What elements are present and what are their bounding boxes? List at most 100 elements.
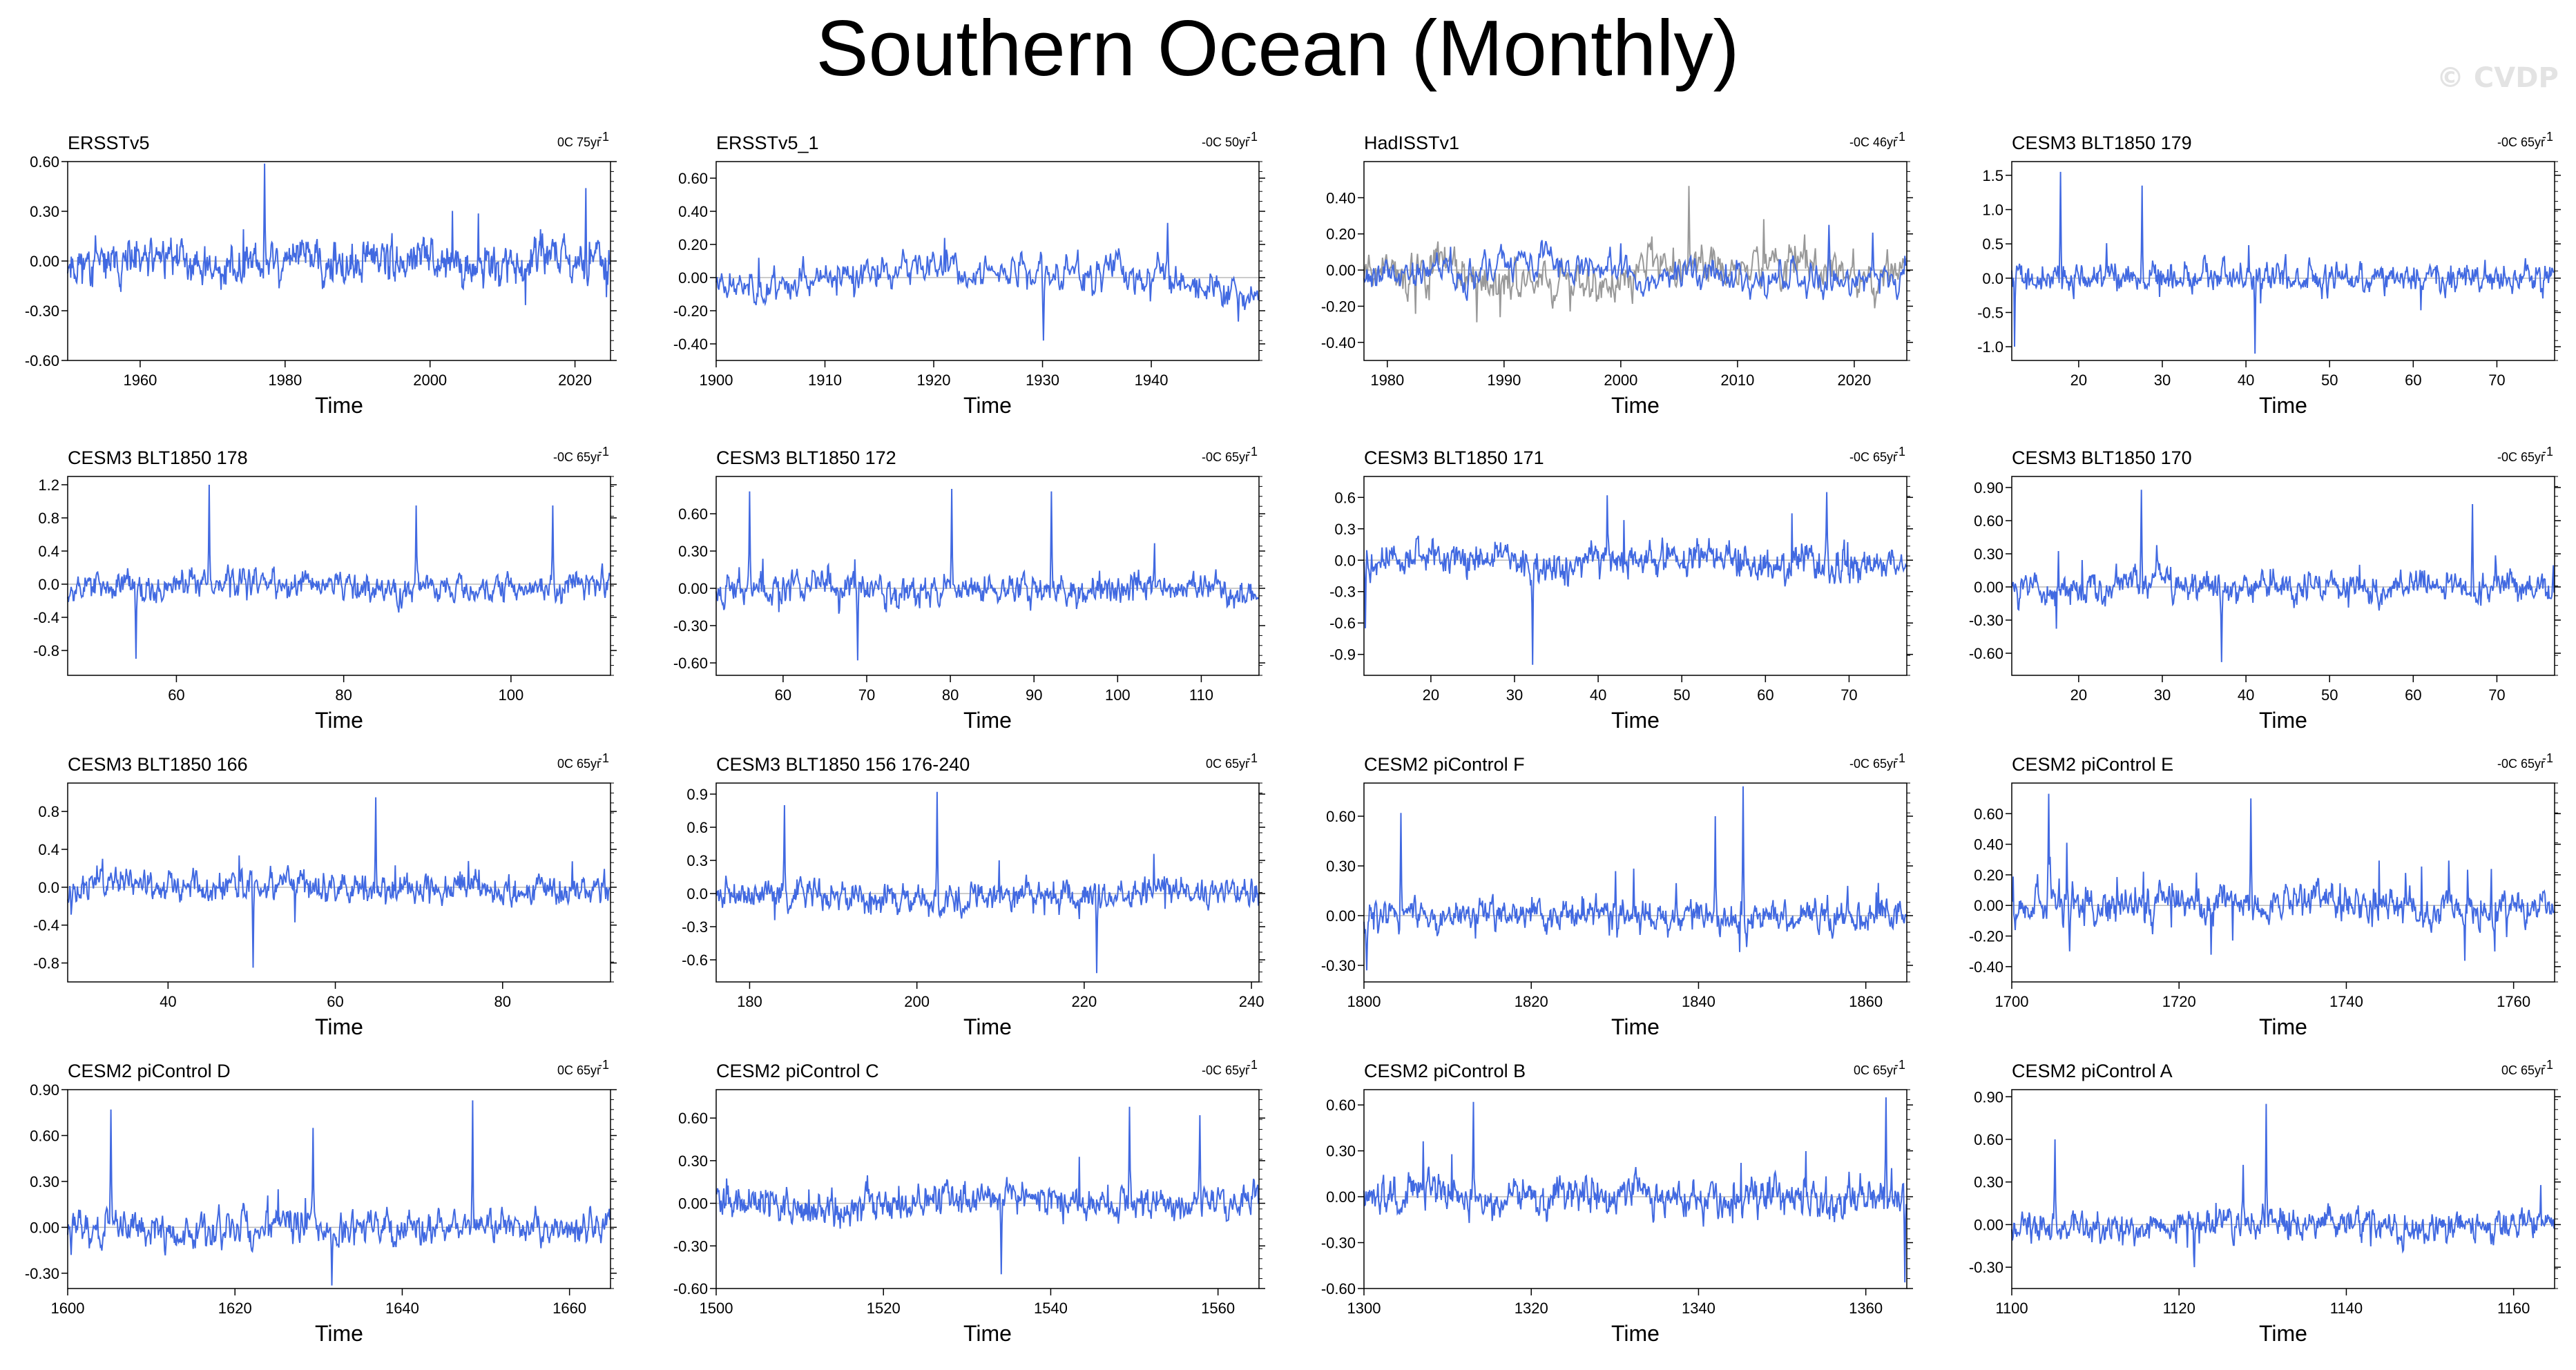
y-tick-label: 0.0 [38, 576, 59, 593]
x-axis-label: Time [1611, 393, 1660, 418]
x-axis-label: Time [2259, 1014, 2307, 1039]
x-tick-label: 1600 [51, 1300, 85, 1317]
trend-label: 0C 65yr [557, 1063, 601, 1077]
x-axis-label: Time [2259, 393, 2307, 418]
x-tick-label: 1320 [1515, 1300, 1548, 1317]
trend-label: -0C 65yr [2497, 135, 2545, 149]
y-tick-label: 1.5 [1982, 167, 2003, 184]
plot-frame [2011, 161, 2555, 361]
panel-title: CESM3 BLT1850 166 [68, 754, 248, 775]
x-tick-label: 90 [1026, 686, 1042, 704]
panel-6: CESM3 BLT1850 172 -0C 65yr-1 0.60 0.30 0.00 -… [673, 445, 1265, 733]
trend-exponent: -1 [1894, 130, 1905, 144]
x-tick-label: 1540 [1034, 1300, 1068, 1317]
x-tick-label: 1960 [123, 372, 157, 389]
trend-label: -0C 65yr [2497, 757, 2545, 771]
x-tick-label: 2000 [413, 372, 447, 389]
y-tick-label: -0.40 [673, 336, 708, 353]
x-tick-label: 200 [904, 993, 930, 1010]
plot-frame [715, 161, 1260, 361]
trend-exponent: -1 [1894, 1058, 1905, 1072]
series-line [1363, 786, 1907, 971]
y-tick-label: 0.30 [1326, 858, 1356, 875]
panel-title: CESM3 BLT1850 172 [716, 447, 896, 468]
trend-exponent: -1 [2542, 130, 2553, 144]
y-tick-label: -0.30 [1321, 957, 1356, 974]
y-tick-label: -0.8 [33, 642, 59, 659]
x-tick-label: 1740 [2329, 993, 2363, 1010]
secondary-series-line [1363, 186, 1907, 322]
x-tick-label: 1940 [1135, 372, 1169, 389]
panel-13: CESM2 piControl D 0C 65yr-1 0.90 0.60 0.30 0.… [25, 1058, 617, 1346]
x-tick-label: 1980 [1370, 372, 1404, 389]
series-line [67, 797, 611, 968]
panel-title: CESM2 piControl F [1364, 754, 1525, 775]
series-line [715, 1106, 1260, 1275]
y-tick-label: -0.30 [1321, 1235, 1356, 1252]
y-tick-label: -0.40 [1969, 958, 2003, 976]
panel-3: HadISSTv1 -0C 46yr-1 0.40 0.20 0.00 -0.20 -0.4… [1321, 130, 1913, 418]
trend-label: -0C 65yr [1202, 1063, 1249, 1077]
plot-frame [2011, 1089, 2555, 1289]
x-tick-label: 40 [2238, 686, 2254, 704]
x-tick-label: 1990 [1487, 372, 1521, 389]
y-tick-label: 0.00 [1974, 897, 2003, 914]
y-tick-label: -0.30 [673, 1237, 708, 1255]
y-tick-label: 0.00 [30, 1219, 59, 1236]
y-tick-label: -0.40 [1321, 334, 1356, 351]
trend-label: 0C 65yr [1854, 1063, 1897, 1077]
x-tick-label: 20 [1423, 686, 1439, 704]
x-tick-label: 1860 [1849, 993, 1883, 1010]
x-tick-label: 70 [1840, 686, 1857, 704]
y-tick-label: 0.6 [1334, 489, 1356, 506]
x-tick-label: 80 [942, 686, 959, 704]
y-tick-label: -0.4 [33, 609, 59, 626]
x-tick-label: 20 [2070, 372, 2087, 389]
y-tick-label: 0.8 [38, 510, 59, 527]
x-tick-label: 1820 [1515, 993, 1548, 1010]
x-tick-label: 70 [2488, 686, 2505, 704]
y-tick-label: 0.30 [30, 1173, 59, 1190]
x-axis-label: Time [2259, 708, 2307, 733]
y-tick-label: -0.20 [1969, 928, 2003, 945]
x-tick-label: 80 [494, 993, 511, 1010]
y-tick-label: 0.30 [678, 543, 708, 560]
x-tick-label: 30 [2154, 372, 2171, 389]
x-tick-label: 40 [2238, 372, 2254, 389]
y-tick-label: -0.3 [1329, 583, 1356, 601]
panel-14: CESM2 piControl C -0C 65yr-1 0.60 0.30 0.00 -… [673, 1058, 1265, 1346]
y-tick-label: -0.6 [1329, 615, 1356, 632]
plot-frame [2011, 782, 2555, 983]
x-axis-label: Time [315, 1321, 363, 1346]
y-tick-label: -0.5 [1977, 304, 2003, 321]
y-tick-label: 1.2 [38, 476, 59, 494]
plot-frame [67, 1089, 611, 1289]
x-tick-label: 1120 [2163, 1300, 2195, 1317]
panel-10: CESM3 BLT1850 156 176-240 0C 65yr-1 0.9 0.6… [682, 751, 1265, 1039]
x-tick-label: 1160 [2497, 1300, 2530, 1317]
panel-title: CESM2 piControl E [2012, 754, 2173, 775]
x-tick-label: 2020 [558, 372, 592, 389]
x-tick-label: 2000 [1604, 372, 1637, 389]
x-axis-label: Time [963, 393, 1012, 418]
x-tick-label: 1340 [1682, 1300, 1715, 1317]
y-tick-label: -0.6 [682, 952, 708, 969]
y-tick-label: 0.4 [38, 841, 59, 858]
y-tick-label: 0.0 [686, 885, 708, 903]
panel-title: HadISSTv1 [1364, 133, 1459, 153]
trend-exponent: -1 [598, 751, 609, 765]
trend-exponent: -1 [598, 1058, 609, 1072]
x-tick-label: 50 [2321, 372, 2338, 389]
x-axis-label: Time [963, 708, 1012, 733]
y-tick-label: 0.30 [1326, 1143, 1356, 1160]
series-line [715, 488, 1260, 661]
y-tick-label: -0.4 [33, 917, 59, 934]
trend-label: 0C 75yr [557, 135, 601, 149]
x-tick-label: 60 [327, 993, 343, 1010]
x-axis-label: Time [315, 393, 363, 418]
y-tick-label: 0.90 [1974, 1088, 2003, 1106]
panel-9: CESM3 BLT1850 166 0C 65yr-1 0.8 0.4 0.0 -0.4 -… [33, 751, 617, 1039]
x-tick-label: 40 [1590, 686, 1606, 704]
y-tick-label: 0.9 [686, 786, 708, 803]
